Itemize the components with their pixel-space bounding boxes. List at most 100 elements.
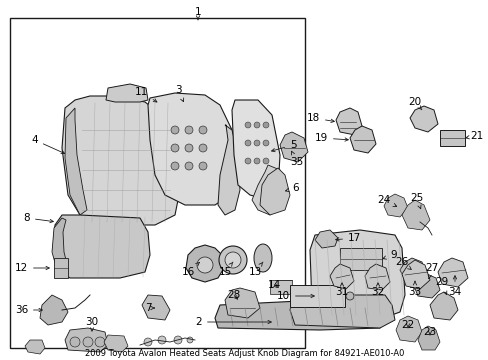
Circle shape <box>83 337 93 347</box>
Circle shape <box>244 122 250 128</box>
Polygon shape <box>224 288 260 318</box>
Polygon shape <box>218 125 240 215</box>
Circle shape <box>184 144 193 152</box>
Text: 32: 32 <box>370 283 384 297</box>
Text: 4: 4 <box>31 135 64 154</box>
Text: 17: 17 <box>335 233 361 243</box>
Circle shape <box>171 144 179 152</box>
Polygon shape <box>215 300 384 330</box>
Text: 21: 21 <box>465 131 482 141</box>
Circle shape <box>219 246 246 274</box>
Circle shape <box>174 336 182 344</box>
Text: 10: 10 <box>276 291 314 301</box>
Text: 12: 12 <box>15 263 49 273</box>
Circle shape <box>199 126 206 134</box>
Text: 33: 33 <box>407 281 421 297</box>
Polygon shape <box>62 96 180 225</box>
Polygon shape <box>401 260 429 289</box>
Text: 24: 24 <box>376 195 396 206</box>
Text: 36: 36 <box>15 305 42 315</box>
Polygon shape <box>142 295 170 320</box>
Ellipse shape <box>253 244 271 272</box>
Text: 25: 25 <box>409 193 423 209</box>
Polygon shape <box>364 264 389 290</box>
Polygon shape <box>309 230 404 320</box>
Text: 29: 29 <box>434 277 447 294</box>
Polygon shape <box>260 168 289 215</box>
Circle shape <box>199 162 206 170</box>
Text: 5: 5 <box>271 140 296 152</box>
Text: 20: 20 <box>407 97 421 110</box>
Text: 16: 16 <box>181 262 199 277</box>
Polygon shape <box>417 326 439 350</box>
Polygon shape <box>231 100 280 200</box>
Polygon shape <box>52 218 68 274</box>
Circle shape <box>171 162 179 170</box>
Text: 23: 23 <box>423 327 436 337</box>
Polygon shape <box>399 258 424 280</box>
Text: 6: 6 <box>285 183 298 193</box>
Text: 3: 3 <box>175 85 183 102</box>
Text: 18: 18 <box>306 113 334 123</box>
Circle shape <box>197 257 213 273</box>
Polygon shape <box>185 245 224 282</box>
Polygon shape <box>329 264 353 289</box>
Bar <box>269 280 291 294</box>
Polygon shape <box>401 200 429 230</box>
Text: 1: 1 <box>194 7 201 20</box>
Text: 11: 11 <box>135 87 157 102</box>
Polygon shape <box>413 274 439 298</box>
Polygon shape <box>383 194 407 217</box>
Bar <box>10 18 305 348</box>
Bar <box>339 248 381 270</box>
Text: 35: 35 <box>289 151 303 167</box>
Text: 7: 7 <box>144 303 154 313</box>
Circle shape <box>171 126 179 134</box>
Text: 31: 31 <box>335 283 348 297</box>
Polygon shape <box>335 108 361 135</box>
Polygon shape <box>395 316 421 342</box>
Polygon shape <box>437 258 467 287</box>
Circle shape <box>263 158 268 164</box>
Circle shape <box>70 337 80 347</box>
Text: 8: 8 <box>23 213 53 223</box>
Polygon shape <box>349 126 375 153</box>
Polygon shape <box>148 93 235 205</box>
Text: 9: 9 <box>382 250 396 260</box>
Polygon shape <box>314 230 337 248</box>
Polygon shape <box>409 106 437 132</box>
Circle shape <box>263 140 268 146</box>
Text: 26: 26 <box>394 257 410 269</box>
Polygon shape <box>251 165 282 215</box>
Text: 2: 2 <box>195 317 271 327</box>
Circle shape <box>184 162 193 170</box>
Circle shape <box>263 122 268 128</box>
Polygon shape <box>25 340 45 354</box>
Circle shape <box>143 338 152 346</box>
Circle shape <box>346 292 353 300</box>
Text: 22: 22 <box>401 320 414 330</box>
Circle shape <box>244 140 250 146</box>
Circle shape <box>253 158 260 164</box>
Circle shape <box>158 336 165 344</box>
Polygon shape <box>65 108 87 215</box>
Circle shape <box>199 144 206 152</box>
Polygon shape <box>106 84 148 102</box>
Circle shape <box>253 122 260 128</box>
Polygon shape <box>289 295 394 328</box>
Text: 34: 34 <box>447 276 461 297</box>
Text: 13: 13 <box>248 262 263 277</box>
Text: 28: 28 <box>227 290 240 300</box>
Text: 14: 14 <box>267 280 281 290</box>
Polygon shape <box>65 328 108 352</box>
Text: 2009 Toyota Avalon Heated Seats Adjust Knob Diagram for 84921-AE010-A0: 2009 Toyota Avalon Heated Seats Adjust K… <box>84 349 404 358</box>
Circle shape <box>95 337 105 347</box>
Bar <box>289 285 345 307</box>
Polygon shape <box>40 295 68 325</box>
Bar <box>439 130 464 146</box>
Text: 15: 15 <box>218 262 232 277</box>
Polygon shape <box>53 215 150 278</box>
Text: 19: 19 <box>314 133 347 143</box>
Text: 30: 30 <box>85 317 99 331</box>
Circle shape <box>224 252 241 268</box>
